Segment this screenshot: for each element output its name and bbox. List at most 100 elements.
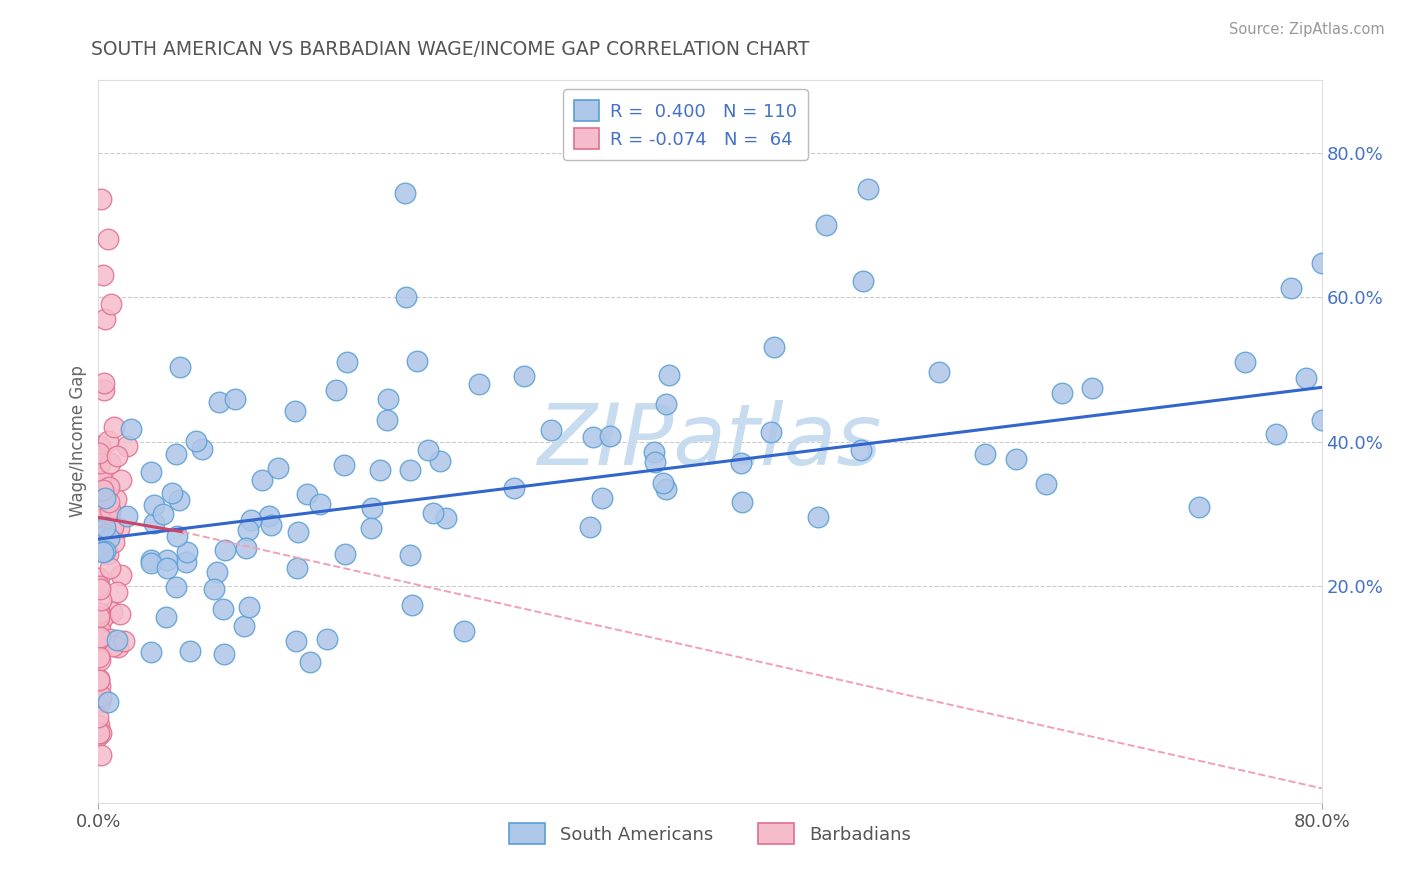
Point xyxy=(87,544,110,558)
Point xyxy=(1188,500,1211,514)
Point xyxy=(267,461,290,475)
Point xyxy=(89,679,111,693)
Point xyxy=(398,548,420,562)
Point xyxy=(333,547,356,561)
Point xyxy=(429,453,451,467)
Point xyxy=(100,297,122,311)
Point xyxy=(658,368,681,382)
Point xyxy=(336,354,359,368)
Point xyxy=(513,368,536,383)
Point xyxy=(108,607,131,621)
Point xyxy=(103,420,125,434)
Point xyxy=(141,556,163,570)
Point xyxy=(165,580,187,594)
Point xyxy=(166,529,188,543)
Point xyxy=(108,521,131,535)
Point xyxy=(1234,354,1257,368)
Point xyxy=(110,473,132,487)
Point xyxy=(90,193,112,207)
Point xyxy=(643,445,665,459)
Point xyxy=(852,274,875,288)
Point xyxy=(730,457,752,471)
Point xyxy=(156,561,179,575)
Point xyxy=(103,535,125,549)
Point xyxy=(763,340,786,354)
Point xyxy=(165,447,187,461)
Point xyxy=(360,521,382,535)
Point xyxy=(325,384,347,398)
Point xyxy=(87,445,110,459)
Point xyxy=(143,516,166,531)
Point xyxy=(807,509,830,524)
Point xyxy=(97,434,120,449)
Point xyxy=(93,543,115,558)
Point xyxy=(87,449,110,463)
Point xyxy=(105,633,128,648)
Point xyxy=(205,566,228,580)
Point xyxy=(238,600,260,615)
Point xyxy=(578,520,600,534)
Point xyxy=(375,413,398,427)
Point xyxy=(93,474,115,488)
Point xyxy=(100,524,122,538)
Point xyxy=(93,383,115,397)
Point xyxy=(236,523,259,537)
Point xyxy=(107,640,129,654)
Point xyxy=(401,598,423,612)
Point xyxy=(1279,281,1302,295)
Point xyxy=(399,463,422,477)
Point xyxy=(87,571,110,585)
Point xyxy=(97,232,120,246)
Point xyxy=(928,365,950,379)
Point xyxy=(377,392,399,407)
Point xyxy=(87,579,110,593)
Point xyxy=(87,535,110,549)
Point xyxy=(759,425,782,439)
Point xyxy=(112,633,135,648)
Point xyxy=(89,450,111,464)
Point xyxy=(176,545,198,559)
Y-axis label: Wage/Income Gap: Wage/Income Gap xyxy=(69,366,87,517)
Point xyxy=(208,395,231,409)
Point xyxy=(815,218,838,232)
Point xyxy=(1295,371,1317,385)
Point xyxy=(105,584,128,599)
Point xyxy=(89,439,111,453)
Point xyxy=(89,456,111,470)
Point xyxy=(91,530,114,544)
Point xyxy=(97,495,120,509)
Point xyxy=(89,695,111,709)
Point xyxy=(257,508,280,523)
Point xyxy=(89,534,111,549)
Point xyxy=(370,463,392,477)
Point xyxy=(295,487,318,501)
Point xyxy=(120,422,142,436)
Point xyxy=(315,632,337,647)
Point xyxy=(98,511,121,525)
Point xyxy=(87,673,110,687)
Point xyxy=(87,672,110,686)
Point xyxy=(89,484,111,499)
Point xyxy=(169,492,191,507)
Point xyxy=(155,610,177,624)
Point xyxy=(90,725,112,739)
Point xyxy=(179,644,201,658)
Point xyxy=(94,526,117,541)
Point xyxy=(89,518,111,533)
Point xyxy=(87,718,110,732)
Point xyxy=(849,442,872,457)
Point xyxy=(1264,427,1286,442)
Point xyxy=(174,555,197,569)
Point xyxy=(1310,413,1333,427)
Point xyxy=(105,449,128,463)
Point xyxy=(284,634,307,648)
Point xyxy=(152,507,174,521)
Point xyxy=(453,624,475,639)
Point xyxy=(89,503,111,517)
Point xyxy=(87,606,110,620)
Point xyxy=(91,544,114,558)
Point xyxy=(110,568,132,582)
Point xyxy=(169,359,191,374)
Point xyxy=(287,524,309,539)
Point xyxy=(422,506,444,520)
